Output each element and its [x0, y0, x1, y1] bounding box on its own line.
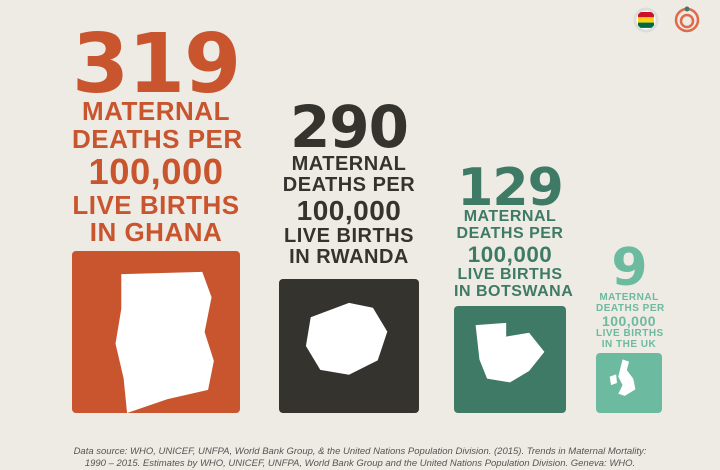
country-map — [115, 271, 214, 413]
caption-line: MATERNAL — [463, 208, 557, 225]
caption-line: MATERNAL — [599, 292, 659, 303]
country-map — [609, 359, 636, 396]
map-shape — [609, 359, 636, 396]
map-box — [72, 251, 240, 413]
map-box — [596, 353, 662, 413]
country-column: 319 MATERNAL DEATHS PER 100,000 LIVE BIRTHS I… — [72, 0, 243, 413]
caption-line: IN THE UK — [601, 338, 657, 350]
caption-line: LIVE BIRTHS — [596, 328, 664, 340]
caption-line: 100,000 — [601, 313, 657, 330]
caption-line: LIVE BIRTHS — [284, 225, 414, 248]
big-number: 319 — [72, 17, 241, 112]
caption-line: DEATHS PER — [596, 302, 665, 314]
big-number: 290 — [289, 93, 409, 161]
caption-line: 100,000 — [296, 195, 402, 227]
caption-line: LIVE BIRTHS — [457, 265, 563, 283]
caption-line: IN RWANDA — [289, 246, 409, 269]
map-shape — [305, 302, 388, 375]
source-line: 1990 – 2015. Estimates by WHO, UNICEF, U… — [84, 458, 636, 469]
big-number: 129 — [457, 158, 564, 218]
country-map — [475, 322, 545, 383]
country-column: 129 MATERNAL DEATHS PER 100,000 LIVE BIRTHS I… — [454, 0, 574, 413]
source-note: Data source: WHO, UNICEF, UNFPA, World B… — [0, 446, 720, 470]
caption-line: 100,000 — [88, 151, 224, 193]
caption-line: DEATHS PER — [456, 224, 564, 242]
country-map — [305, 302, 388, 375]
map-box — [279, 279, 419, 413]
caption-line: DEATHS PER — [282, 174, 416, 197]
caption-line: IN GHANA — [89, 217, 223, 248]
caption: MATERNAL DEATHS PER 100,000 LIVE BIRTHS IN R… — [279, 153, 419, 269]
big-number: 9 — [611, 238, 647, 298]
map-box — [454, 306, 566, 413]
country-column: 9 MATERNAL DEATHS PER 100,000 LIVE BIRTHS IN … — [596, 0, 665, 413]
caption-line: MATERNAL — [82, 96, 230, 126]
caption-line: IN BOTSWANA — [454, 282, 574, 300]
caption: MATERNAL DEATHS PER 100,000 LIVE BIRTHS IN T… — [596, 292, 665, 350]
logos — [633, 6, 700, 33]
caption-line: DEATHS PER — [72, 123, 243, 154]
caption: MATERNAL DEATHS PER 100,000 LIVE BIRTHS IN B… — [454, 208, 574, 301]
source-line: Data source: WHO, UNICEF, UNFPA, World B… — [73, 446, 647, 457]
country-column: 290 MATERNAL DEATHS PER 100,000 LIVE BIRTHS I… — [279, 0, 419, 413]
caption-line: MATERNAL — [291, 153, 407, 175]
map-shape — [475, 322, 545, 383]
caption-line: LIVE BIRTHS — [72, 189, 240, 220]
caption-line: 100,000 — [467, 241, 553, 267]
caption: MATERNAL DEATHS PER 100,000 LIVE BIRTHS IN G… — [72, 96, 243, 248]
map-shape — [115, 271, 214, 413]
